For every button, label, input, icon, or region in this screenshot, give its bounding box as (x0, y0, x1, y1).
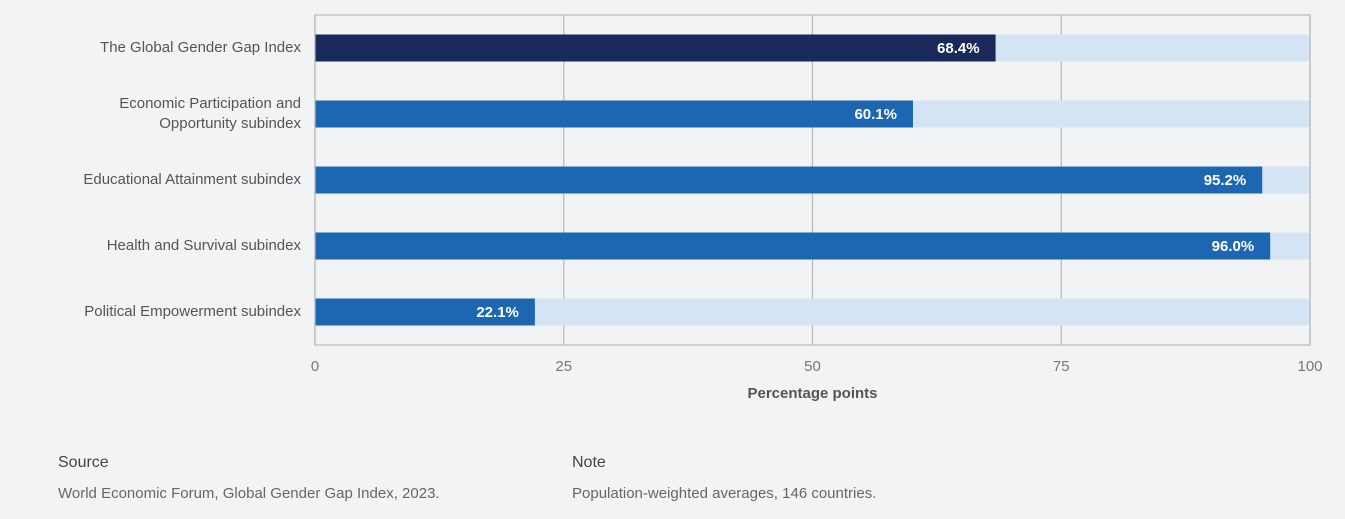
x-tick-label: 50 (804, 358, 821, 375)
x-tick-label: 75 (1053, 358, 1070, 375)
x-tick-label: 100 (1297, 358, 1322, 375)
category-label: Political Empowerment subindex (84, 303, 301, 320)
note-heading: Note (572, 454, 606, 471)
source-heading: Source (58, 454, 109, 471)
source-text: World Economic Forum, Global Gender Gap … (58, 485, 440, 502)
value-label: 95.2% (1204, 172, 1247, 189)
category-label: Educational Attainment subindex (83, 171, 301, 188)
plot-border (314, 14, 1311, 346)
bar (315, 166, 1263, 194)
chart: 0 25 50 75 100 68.4% 60.1% 95.2% 96.0% 22.1% Perce… (311, 14, 1323, 402)
bar (315, 34, 996, 62)
x-tick-label: 0 (311, 358, 319, 375)
note-text: Population-weighted averages, 146 countr… (572, 485, 877, 502)
bar (315, 232, 1271, 260)
bar (315, 298, 535, 326)
x-axis-title: Percentage points (747, 385, 877, 402)
value-label: 96.0% (1212, 238, 1255, 255)
category-label: The Global Gender Gap Index (100, 39, 301, 56)
value-label: 60.1% (854, 106, 897, 123)
category-label: Health and Survival subindex (106, 237, 301, 254)
x-tick-label: 25 (555, 358, 572, 375)
category-label: Economic Participation and Opportunity s… (119, 95, 301, 132)
value-label: 22.1% (476, 304, 519, 321)
value-label: 68.4% (937, 40, 980, 57)
bar (315, 100, 913, 128)
